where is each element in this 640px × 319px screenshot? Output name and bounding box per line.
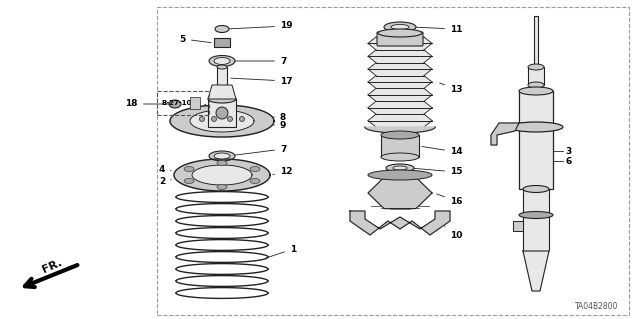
Polygon shape [208, 85, 236, 99]
Polygon shape [368, 69, 432, 76]
Circle shape [200, 116, 205, 122]
Ellipse shape [217, 87, 227, 91]
Polygon shape [368, 121, 432, 127]
Text: 17: 17 [231, 77, 292, 85]
Text: 10: 10 [440, 223, 462, 240]
Ellipse shape [217, 184, 227, 189]
Ellipse shape [184, 179, 194, 183]
Ellipse shape [509, 122, 563, 132]
Ellipse shape [250, 179, 260, 183]
Ellipse shape [528, 82, 544, 88]
Text: 12: 12 [273, 167, 292, 176]
Text: 14: 14 [422, 146, 463, 157]
Polygon shape [368, 177, 432, 209]
Ellipse shape [519, 87, 553, 95]
Polygon shape [368, 101, 432, 108]
Ellipse shape [381, 153, 419, 161]
Text: 2: 2 [159, 177, 172, 187]
FancyBboxPatch shape [217, 67, 227, 89]
Polygon shape [174, 159, 270, 191]
Polygon shape [368, 95, 432, 101]
Polygon shape [368, 37, 432, 43]
FancyBboxPatch shape [519, 91, 553, 189]
Polygon shape [368, 50, 432, 56]
FancyBboxPatch shape [513, 221, 523, 231]
Polygon shape [368, 63, 432, 69]
Ellipse shape [250, 167, 260, 172]
Text: 19: 19 [228, 21, 292, 31]
FancyBboxPatch shape [523, 189, 549, 251]
Ellipse shape [209, 151, 235, 161]
Ellipse shape [381, 131, 419, 139]
Circle shape [239, 116, 244, 122]
Text: 5: 5 [180, 34, 211, 43]
Text: 7: 7 [231, 145, 286, 156]
Polygon shape [170, 105, 274, 137]
FancyBboxPatch shape [534, 16, 538, 67]
Ellipse shape [217, 160, 227, 166]
Ellipse shape [217, 65, 227, 69]
Text: 7: 7 [231, 56, 286, 65]
Text: TA04B2800: TA04B2800 [575, 302, 618, 311]
Polygon shape [365, 127, 435, 133]
Text: 15: 15 [413, 167, 463, 176]
Circle shape [216, 107, 228, 119]
Text: FR.: FR. [40, 257, 63, 275]
Polygon shape [192, 165, 252, 185]
Polygon shape [368, 88, 432, 95]
FancyBboxPatch shape [190, 97, 200, 109]
Polygon shape [368, 108, 432, 114]
Polygon shape [523, 251, 549, 291]
Ellipse shape [391, 25, 409, 29]
Ellipse shape [169, 100, 181, 108]
Ellipse shape [209, 56, 235, 66]
Polygon shape [368, 82, 432, 88]
Ellipse shape [386, 164, 414, 172]
Ellipse shape [378, 29, 422, 37]
Polygon shape [350, 211, 450, 235]
Text: 1: 1 [266, 244, 296, 258]
Polygon shape [368, 114, 432, 121]
Ellipse shape [528, 64, 544, 70]
Text: B-27-10: B-27-10 [161, 100, 191, 106]
Ellipse shape [208, 95, 236, 103]
Ellipse shape [368, 170, 432, 180]
Ellipse shape [214, 153, 230, 159]
Polygon shape [368, 43, 432, 50]
Polygon shape [368, 76, 432, 82]
Ellipse shape [525, 87, 547, 94]
FancyBboxPatch shape [381, 135, 419, 157]
Text: 8: 8 [257, 113, 286, 122]
FancyBboxPatch shape [528, 67, 544, 85]
Ellipse shape [214, 57, 230, 64]
Circle shape [227, 116, 232, 122]
Text: 16: 16 [436, 194, 463, 205]
Text: 13: 13 [440, 83, 463, 93]
Text: 18: 18 [125, 100, 169, 108]
Text: 6: 6 [565, 157, 572, 166]
Ellipse shape [519, 211, 553, 219]
Ellipse shape [523, 186, 549, 192]
FancyBboxPatch shape [208, 99, 236, 127]
Text: 3: 3 [565, 146, 572, 155]
FancyBboxPatch shape [377, 32, 423, 46]
Text: 4: 4 [159, 165, 172, 174]
Ellipse shape [393, 166, 407, 170]
Ellipse shape [215, 26, 229, 33]
Polygon shape [190, 110, 254, 132]
Ellipse shape [184, 167, 194, 172]
Ellipse shape [384, 22, 416, 32]
Text: 11: 11 [413, 25, 463, 33]
Text: 9: 9 [257, 122, 286, 130]
Polygon shape [368, 56, 432, 63]
Polygon shape [491, 123, 519, 145]
Circle shape [211, 116, 216, 122]
FancyBboxPatch shape [214, 38, 230, 47]
